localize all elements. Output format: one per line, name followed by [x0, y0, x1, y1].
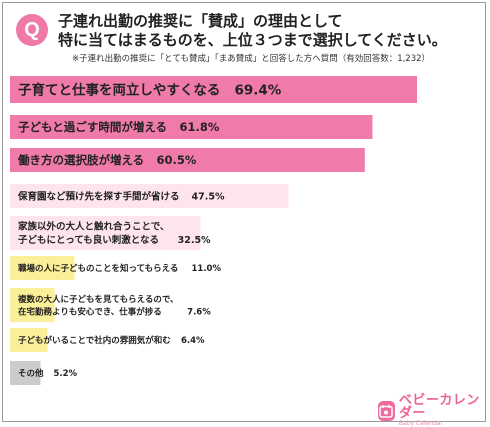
value-label: 6.4% [181, 336, 205, 346]
value-label: 47.5% [192, 191, 225, 202]
logo-text-ja: ベビーカレンダー [398, 393, 480, 421]
bar [10, 76, 417, 103]
category-label: その他 [18, 368, 44, 379]
bar [10, 328, 48, 352]
calendar-icon [378, 400, 395, 421]
value-label: 61.8% [179, 120, 219, 134]
value-label: 32.5% [178, 235, 211, 246]
category-label: 子どもと過ごす時間が増える [18, 120, 167, 134]
category-label: 保育園など預け先を探す手間が省ける [17, 190, 180, 202]
bar [10, 216, 201, 250]
category-label: 働き方の選択肢が増える [17, 153, 144, 167]
category-label: 家族以外の大人と触れ合うことで、 [18, 221, 169, 233]
bar [10, 115, 373, 139]
value-label: 69.4% [234, 82, 281, 98]
bar [10, 148, 365, 172]
logo-text-en: Baby Calendar [398, 420, 443, 427]
bar [10, 184, 289, 208]
bar [10, 256, 75, 280]
value-label: 5.2% [54, 369, 78, 379]
value-label: 60.5% [156, 153, 196, 167]
category-label: 子どもがいることで社内の雰囲気が和む [18, 335, 171, 346]
category-label: 職場の人に子どものことを知ってもらえる [18, 263, 178, 274]
value-label: 11.0% [192, 264, 222, 274]
category-label: 子育てと仕事を両立しやすくなる [18, 81, 220, 98]
category-label: 複数の大人に子どもを見てもらえるので、 [17, 294, 178, 305]
question-title-line-1: 子連れ出勤の推奨に「賛成」の理由として [58, 12, 343, 30]
question-badge: Q [16, 14, 48, 46]
survey-note: ※子連れ出勤の推奨に「とても賛成」「まあ賛成」と回答した方へ質問（有効回答数：1… [72, 54, 431, 64]
question-title: 子連れ出勤の推奨に「賛成」の理由として 特に当てはまるものを、上位３つまで選択し… [58, 12, 478, 50]
bar [10, 361, 41, 385]
category-label: 子どもにとっても良い刺激となる [18, 234, 159, 246]
bar [10, 288, 55, 322]
question-title-line-2: 特に当てはまるものを、上位３つまで選択してください。 [58, 31, 447, 49]
category-label: 在宅勤務よりも安心でき、仕事が捗る [18, 306, 162, 317]
brand-logo: ベビーカレンダー Baby Calendar [378, 394, 490, 427]
chart-frame [2, 2, 486, 422]
value-label: 7.6% [187, 307, 211, 317]
